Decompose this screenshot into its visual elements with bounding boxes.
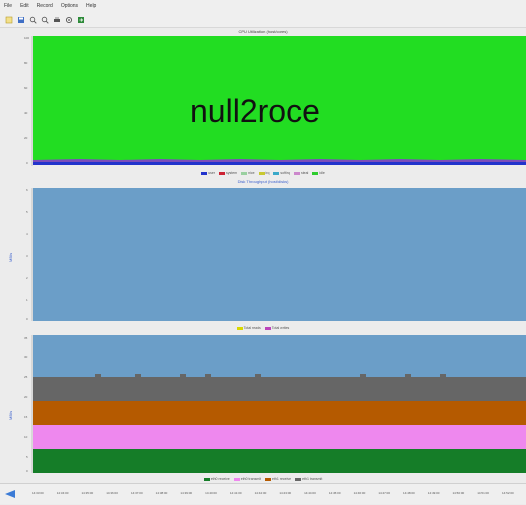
network-y-axis-label: MB/s xyxy=(8,410,13,420)
legend-item: softirq xyxy=(273,171,290,175)
legend-item: eth1 receive xyxy=(265,477,291,481)
net-band-2 xyxy=(33,401,526,425)
disk-ytick: 1 xyxy=(26,298,28,302)
net-band-1 xyxy=(33,425,526,449)
cpu-user-area xyxy=(33,162,526,165)
legend-item: user xyxy=(201,171,215,175)
legend-item: Total writes xyxy=(264,326,289,330)
disk-ytick: 6 xyxy=(26,188,28,192)
disk-ytick: 0 xyxy=(26,317,28,321)
x-tick-label: 14:41:00 xyxy=(229,491,242,495)
legend-item: irq xyxy=(258,171,269,175)
legend-item: Total reads xyxy=(236,326,261,330)
x-tick-label: 14:39:00 xyxy=(180,491,193,495)
export-icon[interactable] xyxy=(76,15,86,25)
cpu-idle-area xyxy=(33,36,526,160)
x-tick-label: 14:34:00 xyxy=(56,491,69,495)
x-tick-label: 14:49:00 xyxy=(427,491,440,495)
x-tick-label: 14:50:00 xyxy=(452,491,465,495)
x-tick-label: 14:45:00 xyxy=(328,491,341,495)
cpu-system-area xyxy=(33,159,526,162)
cpu-legend: user system nice irq softirq steal idle xyxy=(0,171,526,175)
cpu-ytick: 60 xyxy=(24,86,28,90)
x-tick-label: 14:44:00 xyxy=(304,491,316,495)
menu-help[interactable]: Help xyxy=(86,3,97,9)
time-axis-bar xyxy=(0,483,526,504)
disk-area xyxy=(33,188,526,321)
net-ytick: 5 xyxy=(26,455,28,459)
x-tick-label: 14:38:00 xyxy=(155,491,168,495)
net-ytick: 20 xyxy=(24,395,28,399)
net-spike xyxy=(360,374,366,377)
net-spike xyxy=(180,374,186,377)
legend-item: eth0 receive xyxy=(203,477,230,481)
x-tick-label: 14:35:00 xyxy=(81,491,94,495)
disk-ytick: 4 xyxy=(26,232,28,236)
menu-options[interactable]: Options xyxy=(60,3,79,9)
disk-legend: Total reads Total writes xyxy=(0,326,526,330)
x-axis-ticks: 14:33:00 14:34:00 14:35:00 14:36:00 14:37:00… xyxy=(32,485,526,501)
print-icon[interactable] xyxy=(52,15,62,25)
legend-item: system xyxy=(219,171,237,175)
cpu-ytick: 40 xyxy=(24,111,28,115)
x-tick-label: 14:40:00 xyxy=(205,491,217,495)
zoom-in-icon[interactable] xyxy=(28,15,38,25)
save-icon[interactable] xyxy=(16,15,26,25)
menu-file[interactable]: File xyxy=(4,3,13,9)
net-spike xyxy=(205,374,211,377)
toolbar xyxy=(0,12,526,28)
net-spike xyxy=(135,374,141,377)
x-tick-label: 14:46:00 xyxy=(353,491,366,495)
legend-item: nice xyxy=(241,171,255,175)
overlay-label: null2roce xyxy=(190,93,320,129)
cpu-ytick: 80 xyxy=(24,61,28,65)
disk-chart-title: Disk Throughput (host/disks) xyxy=(237,179,289,184)
x-tick-label: 14:47:00 xyxy=(378,491,390,495)
legend-item: eth1 transmit xyxy=(295,477,322,481)
net-spike xyxy=(405,374,411,377)
x-tick-label: 14:36:00 xyxy=(106,491,118,495)
legend-item: steal xyxy=(293,171,308,175)
x-tick-label: 14:42:00 xyxy=(254,491,267,495)
net-ytick: 10 xyxy=(24,435,28,439)
net-ytick: 0 xyxy=(26,469,28,473)
net-spike xyxy=(95,374,101,377)
legend-item: eth0 transmit xyxy=(233,477,261,481)
net-band-3 xyxy=(33,377,526,401)
cpu-ytick: 20 xyxy=(24,136,28,140)
cpu-chart: 100 80 60 40 20 0 xyxy=(24,36,526,166)
disk-ytick: 5 xyxy=(26,210,28,214)
new-icon[interactable] xyxy=(4,15,14,25)
disk-chart: 6 5 4 3 2 1 0 xyxy=(26,188,526,321)
net-ytick: 25 xyxy=(24,375,28,379)
net-band-0 xyxy=(33,449,526,473)
cpu-ytick: 0 xyxy=(26,161,28,165)
zoom-out-icon[interactable] xyxy=(40,15,50,25)
x-tick-label: 14:37:00 xyxy=(130,491,143,495)
network-legend: eth0 receive eth0 transmit eth1 receive … xyxy=(0,477,526,481)
x-tick-label: 14:43:00 xyxy=(279,491,292,495)
settings-icon[interactable] xyxy=(64,15,74,25)
disk-ytick: 3 xyxy=(26,254,28,258)
x-tick-label: 14:51:00 xyxy=(477,491,489,495)
x-tick-label: 14:52:00 xyxy=(502,491,514,495)
disk-ytick: 2 xyxy=(26,276,28,280)
menu-record[interactable]: Record xyxy=(36,3,53,9)
x-tick-label: 14:48:00 xyxy=(403,491,415,495)
network-chart: 35 30 25 20 15 10 5 0 xyxy=(24,335,526,473)
x-tick-label: 14:33:00 xyxy=(32,491,44,495)
legend-item: idle xyxy=(312,171,325,175)
scroll-left-icon[interactable] xyxy=(3,487,17,499)
cpu-chart-title: CPU Utilization (host/cores) xyxy=(238,29,288,34)
menu-edit[interactable]: Edit xyxy=(20,3,29,9)
net-spike xyxy=(440,374,446,377)
net-ytick: 30 xyxy=(24,355,28,359)
cpu-ytick: 100 xyxy=(24,36,29,40)
disk-y-axis-label: MB/s xyxy=(8,252,13,262)
menu-bar: File Edit Record Options Help xyxy=(0,0,526,12)
net-ytick: 15 xyxy=(24,415,28,419)
net-spike xyxy=(255,374,261,377)
net-ytick: 35 xyxy=(24,336,28,340)
